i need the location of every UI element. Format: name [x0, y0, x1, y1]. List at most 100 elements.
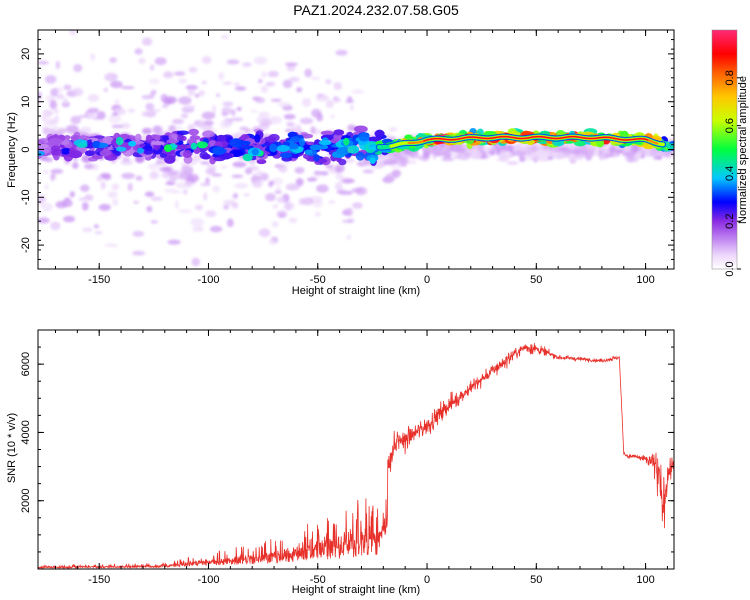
heatmap-cell — [171, 118, 184, 125]
heatmap-cell — [304, 68, 313, 78]
heatmap-cell — [296, 87, 303, 93]
spectrogram-ylabel: Frequency (Hz) — [6, 112, 18, 188]
heatmap-cell — [221, 106, 233, 115]
heatmap-cell — [314, 211, 321, 217]
heatmap-cell — [286, 64, 296, 72]
colorbar-tick-label: 0.2 — [724, 214, 736, 229]
heatmap-cell — [154, 57, 167, 66]
heatmap-cell — [128, 141, 137, 147]
heatmap-cell — [428, 146, 442, 155]
heatmap-cell — [187, 88, 195, 97]
heatmap-cell — [171, 190, 182, 194]
heatmap-cell — [111, 112, 119, 116]
heatmap-cell — [343, 137, 350, 146]
heatmap-cell — [309, 144, 324, 151]
heatmap-cell — [141, 37, 153, 46]
heatmap-cell — [278, 164, 288, 173]
heatmap-cell — [110, 80, 123, 89]
heatmap-cell — [150, 220, 158, 224]
colorbar-label: Normalized spectral amplitude — [737, 76, 749, 224]
heatmap-cell — [188, 128, 199, 136]
colorbar-tick-label: 0.4 — [724, 166, 736, 181]
heatmap-cell — [212, 105, 217, 114]
x-tick-label: 100 — [636, 574, 654, 586]
heatmap-cell — [69, 30, 77, 36]
heatmap-cell — [221, 34, 230, 40]
heatmap-cell — [120, 86, 135, 90]
heatmap-cell — [194, 120, 200, 125]
x-tick-label: -150 — [88, 274, 110, 286]
heatmap-cell — [332, 97, 341, 103]
heatmap-cell — [174, 71, 186, 76]
heatmap-cell — [265, 81, 276, 87]
heatmap-cell — [82, 227, 93, 233]
snr-series-line — [38, 343, 674, 569]
heatmap-cell — [306, 177, 318, 182]
heatmap-cell — [38, 91, 42, 100]
heatmap-cell — [50, 99, 56, 108]
heatmap-cell — [107, 191, 118, 199]
y-tick-label: 20 — [20, 48, 32, 60]
y-tick-label: 0 — [20, 146, 32, 152]
y-tick-label: 10 — [20, 96, 32, 108]
heatmap-cell — [100, 181, 106, 190]
chart-title: PAZ1.2024.232.07.58.G05 — [293, 2, 459, 18]
x-tick-label: -50 — [310, 574, 326, 586]
heatmap-cell — [336, 189, 346, 195]
heatmap-cell — [295, 177, 304, 187]
heatmap-cell — [149, 64, 155, 71]
heatmap-cell — [289, 76, 300, 83]
y-tick-label: 2000 — [20, 488, 32, 512]
heatmap-cell — [236, 106, 242, 112]
y-tick-label: 6000 — [20, 352, 32, 376]
heatmap-cell — [190, 217, 204, 227]
heatmap-cell — [62, 97, 68, 106]
heatmap-cell — [192, 1, 204, 9]
heatmap-cell — [325, 100, 334, 109]
heatmap-cell — [222, 101, 234, 107]
heatmap-cell — [285, 183, 300, 191]
heatmap-cell — [146, 205, 153, 213]
heatmap-cell — [41, 115, 48, 122]
heatmap-cell — [375, 157, 390, 161]
colorbar-tick-label: 0.8 — [724, 70, 736, 85]
heatmap-cell — [103, 87, 109, 92]
heatmap-cell — [318, 140, 332, 146]
heatmap-cell — [474, 151, 480, 158]
heatmap-cell — [276, 144, 290, 152]
heatmap-cell — [355, 151, 365, 161]
heatmap-cell — [347, 124, 357, 132]
heatmap-cell — [161, 104, 169, 108]
heatmap-cell — [336, 147, 350, 156]
heatmap-cell — [289, 143, 299, 150]
heatmap-cell — [202, 130, 215, 138]
heatmap-cell — [78, 197, 86, 201]
x-tick-label: 50 — [530, 574, 542, 586]
heatmap-cell — [205, 169, 215, 174]
heatmap-cell — [115, 136, 124, 146]
heatmap-cell — [141, 127, 153, 135]
heatmap-cell — [109, 57, 117, 63]
heatmap-cell — [489, 150, 495, 155]
heatmap-cell — [91, 154, 103, 160]
heatmap-cell — [458, 151, 471, 161]
heatmap-cell — [284, 62, 298, 67]
heatmap-cell — [252, 172, 262, 176]
heatmap-cell — [93, 224, 99, 229]
heatmap-cell — [190, 142, 197, 150]
colorbar-tick-label: 0.0 — [724, 261, 736, 276]
heatmap-cell — [530, 144, 538, 153]
heatmap-cell — [222, 81, 233, 85]
heatmap-cell — [519, 157, 524, 163]
colorbar-frame — [711, 29, 738, 270]
heatmap-cell — [148, 78, 160, 85]
heatmap-cell — [385, 173, 399, 180]
heatmap-cell — [148, 163, 159, 171]
heatmap-cell — [231, 174, 244, 179]
heatmap-cell — [212, 185, 221, 193]
heatmap-cell — [68, 150, 83, 159]
y-tick-label: -10 — [20, 189, 32, 205]
heatmap-cell — [80, 184, 90, 192]
heatmap-cell — [283, 114, 296, 120]
